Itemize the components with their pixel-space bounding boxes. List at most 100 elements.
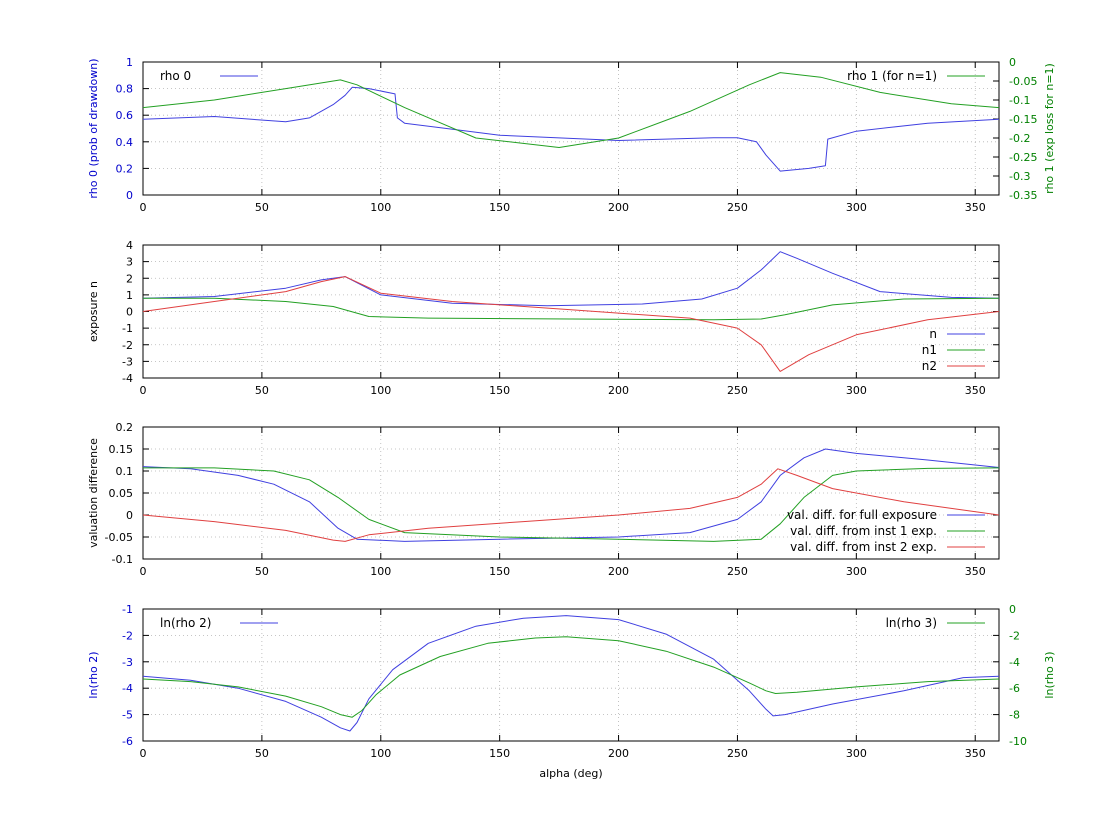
series-line-1 [142,615,1000,732]
series-line-2 [143,297,1000,321]
y2-tick-label: 0 [1009,56,1016,69]
x-tick-label: 350 [965,201,986,214]
y-tick-label: -6 [122,735,133,748]
x-tick-label: 50 [255,201,269,214]
y-tick-label: 0.8 [116,83,134,96]
x-tick-label: 350 [965,384,986,397]
legend-label: n1 [922,343,937,357]
series-line-2 [142,636,1000,718]
chart-panel-4: 0 50 100 150 200 250 300 350-6-5-4-3-2-1 0-2-4-6… [87,603,1056,780]
x-axis-label: alpha (deg) [539,767,602,780]
legend-label: n [929,327,937,341]
x-tick-label: 300 [846,384,867,397]
y-axis-label: valuation difference [87,438,100,548]
y-tick-label: -3 [122,355,133,368]
x-tick-label: 100 [370,747,391,760]
x-tick-label: 50 [255,565,269,578]
y-tick-label: 0.1 [116,465,134,478]
x-tick-label: 350 [965,747,986,760]
y-tick-label: 0 [126,189,133,202]
plot-frame [142,608,1000,742]
x-tick-label: 50 [255,384,269,397]
series-line-1 [142,86,1000,172]
y-axis-label: rho 0 (prob of drawdown) [87,58,100,198]
y-tick-label: 1 [126,56,133,69]
series-line-3 [142,276,1000,372]
y2-tick-label: -0.2 [1009,132,1030,145]
x-tick-label: 300 [846,565,867,578]
y-tick-label: -4 [122,372,133,385]
y2-tick-label: -2 [1009,629,1020,642]
x-tick-label: 0 [140,384,147,397]
y-tick-label: 0 [126,509,133,522]
series-line-1 [142,251,1000,307]
x-tick-label: 0 [140,201,147,214]
series-line-2 [143,467,1000,542]
chart-panel-2: 0 50 100 150 200 250 300 350 -4 -3 -2 -1 0 1 2 3 4 exposu… [87,239,1000,397]
y-tick-label: 0 [126,306,133,319]
y2-tick-label: -0.35 [1009,189,1037,202]
y2-tick-label: -0.05 [1009,75,1037,88]
y2-tick-label: -10 [1009,735,1027,748]
y-tick-label: 2 [126,272,133,285]
y-tick-label: -4 [122,682,133,695]
x-tick-label: 200 [608,384,629,397]
legend-label: ln(rho 3) [886,616,937,630]
x-tick-label: 300 [846,747,867,760]
x-tick-label: 250 [727,201,748,214]
legend-label: rho 1 (for n=1) [847,69,937,83]
y2-axis-label: ln(rho 3) [1043,651,1056,698]
x-tick-label: 150 [489,747,510,760]
y-tick-label: -5 [122,709,133,722]
y-tick-label: -2 [122,629,133,642]
x-tick-label: 100 [370,565,391,578]
y-tick-label: 0.4 [116,136,134,149]
x-tick-label: 300 [846,201,867,214]
series-line-1 [142,448,1000,542]
x-tick-label: 0 [140,747,147,760]
x-tick-label: 150 [489,565,510,578]
y-tick-label: -3 [122,656,133,669]
x-tick-label: 250 [727,384,748,397]
x-tick-label: 0 [140,565,147,578]
x-tick-label: 200 [608,565,629,578]
y2-tick-label: -0.15 [1009,113,1037,126]
x-tick-label: 350 [965,565,986,578]
y2-tick-label: -8 [1009,709,1020,722]
legend-label: rho 0 [160,69,191,83]
y-tick-label: 0.2 [116,162,134,175]
y-tick-label: 4 [126,239,133,252]
y-tick-label: 1 [126,289,133,302]
x-tick-label: 150 [489,384,510,397]
y2-tick-label: -0.25 [1009,151,1037,164]
y2-tick-label: -0.1 [1009,94,1030,107]
legend-label: val. diff. from inst 2 exp. [790,540,937,554]
y-tick-label: 0.2 [116,421,134,434]
plot-frame [142,61,1000,196]
y-tick-label: 3 [126,256,133,269]
y-tick-label: 0.05 [109,487,134,500]
y-axis-label: ln(rho 2) [87,651,100,698]
y2-axis-label: rho 1 (exp loss for n=1) [1043,63,1056,194]
x-tick-label: 250 [727,747,748,760]
legend-label: ln(rho 2) [160,616,211,630]
y-tick-label: -2 [122,339,133,352]
y-tick-label: 0.15 [109,443,134,456]
y2-tick-label: 0 [1009,603,1016,616]
legend-label: val. diff. for full exposure [787,508,937,522]
x-tick-label: 200 [608,201,629,214]
x-tick-label: 50 [255,747,269,760]
y-tick-label: -1 [122,603,133,616]
legend-label: n2 [922,359,937,373]
y2-tick-label: -6 [1009,682,1020,695]
y-axis-label: exposure n [87,281,100,342]
y-tick-label: -0.1 [112,553,133,566]
x-tick-label: 150 [489,201,510,214]
chart-panel-1: 0 50 100 150 200 250 300 350 0 0.2 0.4 0.6 0.8 1 0 -0.0… [87,56,1056,214]
x-tick-label: 100 [370,201,391,214]
y-tick-label: 0.6 [116,109,134,122]
y-tick-label: -0.05 [105,531,133,544]
legend-label: val. diff. from inst 1 exp. [790,524,937,538]
x-tick-label: 100 [370,384,391,397]
